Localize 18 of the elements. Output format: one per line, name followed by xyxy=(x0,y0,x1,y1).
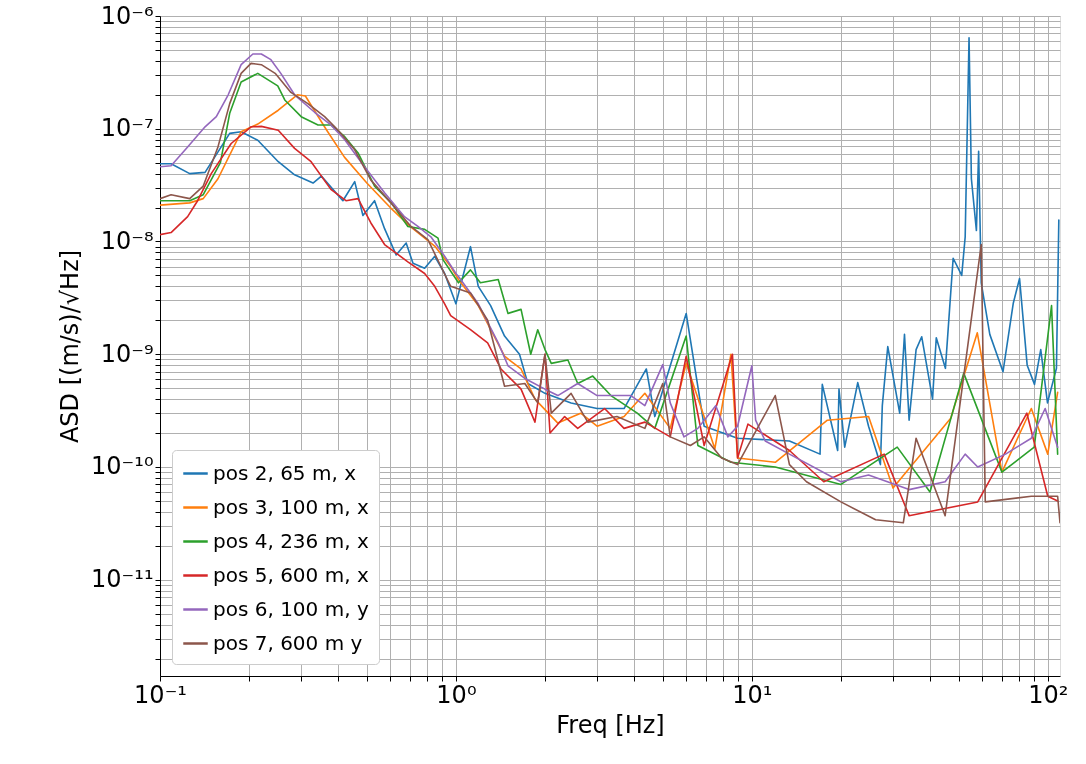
legend-label: pos 6, 100 m, y xyxy=(213,596,369,621)
legend-label: pos 4, 236 m, x xyxy=(213,528,369,553)
x-tick-label: 10⁰ xyxy=(436,680,477,709)
x-axis-title: Freq [Hz] xyxy=(556,710,665,739)
legend-label: pos 5, 600 m, x xyxy=(213,562,369,587)
x-tick-label: 10⁻¹ xyxy=(134,680,187,709)
y-tick-label: 10⁻¹¹ xyxy=(91,565,154,594)
y-tick-label: 10⁻⁶ xyxy=(100,1,154,30)
legend-label: pos 7, 600 m y xyxy=(213,630,363,655)
y-tick-label: 10⁻⁸ xyxy=(100,226,154,255)
y-tick-label: 10⁻¹⁰ xyxy=(91,452,154,481)
legend-label: pos 3, 100 m, x xyxy=(213,494,369,519)
y-tick-label: 10⁻⁹ xyxy=(100,339,154,368)
x-tick-label: 10¹ xyxy=(732,680,773,709)
legend-label: pos 2, 65 m, x xyxy=(213,460,357,485)
y-axis-title: ASD [(m/s)/√Hz] xyxy=(56,249,85,444)
x-tick-label: 10² xyxy=(1028,680,1069,709)
y-tick-label: 10⁻⁷ xyxy=(100,114,154,143)
